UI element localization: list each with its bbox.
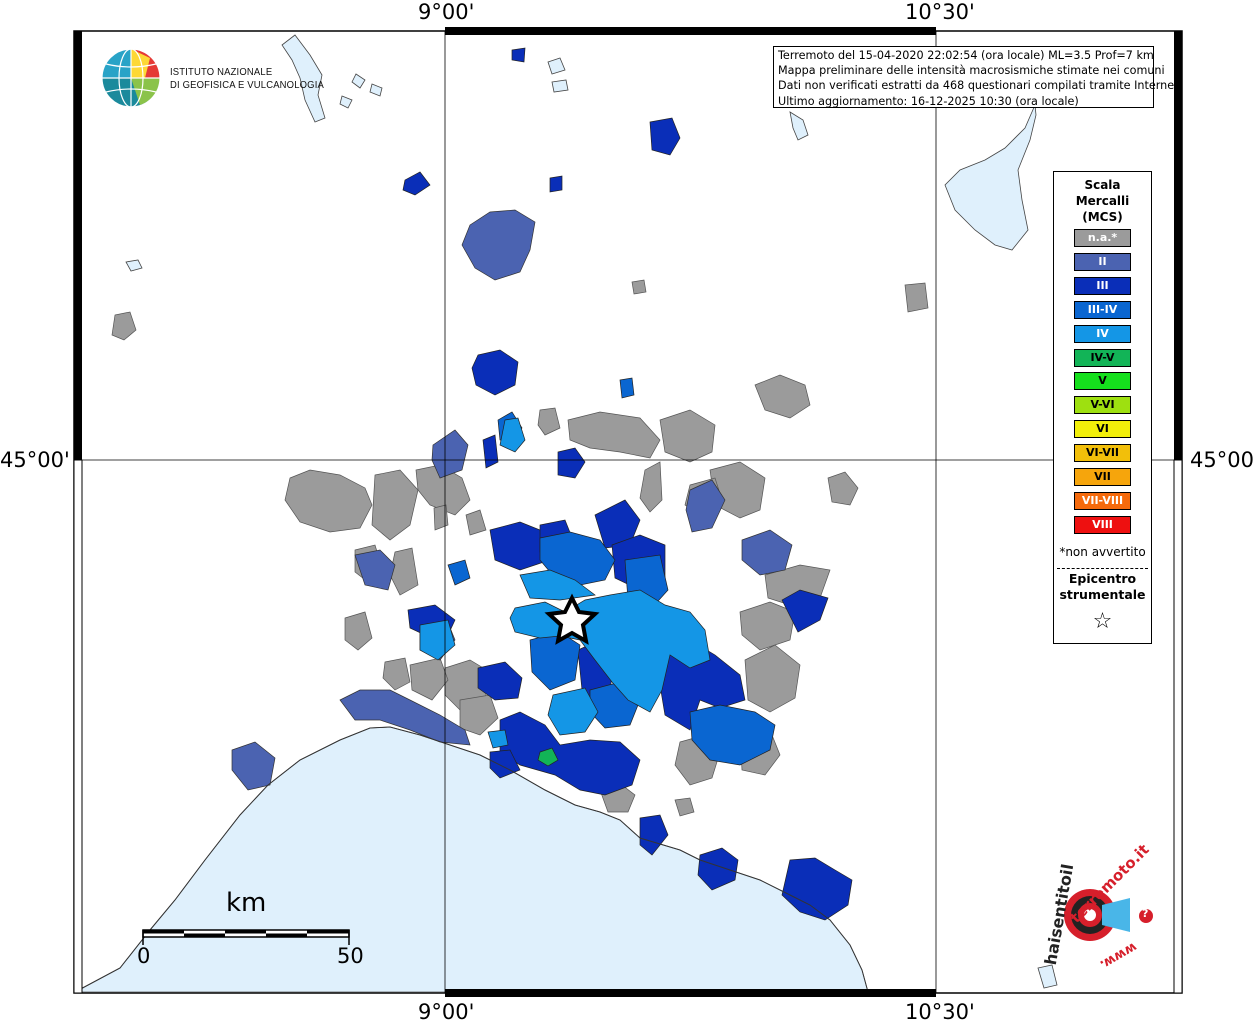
legend-item-10: VI-VII	[1074, 444, 1131, 463]
legend-item-1: n.a.*	[1074, 229, 1131, 247]
municipality-IV-V	[537, 747, 559, 767]
hst-logo-icon	[1064, 889, 1153, 941]
legend-item-2: II	[1074, 252, 1131, 271]
scale-unit: km	[226, 888, 267, 918]
legend-item-8: V-VI	[1074, 396, 1131, 415]
earthquake-info-box: Terremoto del 15-04-2020 22:02:54 (ora l…	[773, 46, 1183, 108]
lon-label-bottom-right: 10°30'	[905, 1000, 975, 1024]
legend-item-6: IV-V	[1074, 348, 1131, 367]
legend-epicenter-line-2: strumentale	[1059, 587, 1146, 602]
epicenter-star	[544, 593, 600, 645]
hst-badge-question: ?	[1142, 907, 1149, 920]
municipalities-III-IV	[447, 377, 776, 766]
lake-iseo	[789, 111, 809, 141]
legend-item-4: III-IV	[1074, 300, 1131, 319]
institute-name: ISTITUTO NAZIONALE DI GEOFISICA E VULCAN…	[170, 66, 324, 91]
lat-label-left: 45°00'	[0, 448, 70, 472]
info-line-1: Terremoto del 15-04-2020 22:02:54 (ora l…	[778, 49, 1154, 62]
scale-bar	[142, 929, 350, 945]
scale-start: 0	[137, 944, 151, 968]
info-line-3: Dati non verificati estratti da 468 ques…	[778, 79, 1183, 93]
lake-small-4	[1037, 964, 1058, 989]
institute-line-1: ISTITUTO NAZIONALE	[170, 66, 273, 78]
legend-star-icon: ☆	[1092, 609, 1113, 634]
coastline	[74, 726, 869, 993]
legend-item-11: VII	[1074, 468, 1131, 486]
lake-como	[281, 34, 326, 123]
lake-garda	[944, 103, 1037, 251]
lat-label-right: 45°00'	[1190, 448, 1255, 472]
legend-item-5: IV	[1074, 324, 1131, 343]
scale-end: 50	[337, 944, 364, 968]
ingv-logo-icon	[101, 48, 161, 108]
legend-title-line-2: Mercalli	[1075, 194, 1130, 208]
legend-title: Scala Mercalli (MCS)	[1054, 177, 1151, 225]
legend-item-12: VII-VIII	[1074, 491, 1131, 510]
lon-label-top-left: 9°00'	[418, 0, 475, 24]
lon-label-top-right: 10°30'	[905, 0, 975, 24]
info-line-2: Mappa preliminare delle intensità macros…	[778, 64, 1165, 78]
legend-item-9: VI	[1074, 420, 1131, 439]
legend-item-3: III	[1074, 276, 1131, 295]
lake-small-1	[125, 259, 143, 272]
lake-small-2	[339, 73, 383, 109]
legend-separator	[1057, 568, 1148, 569]
graticule	[74, 31, 1182, 993]
info-line-4: Ultimo aggiornamento: 16-12-2025 10:30 (…	[778, 94, 1079, 108]
legend-epicenter-label: Epicentro strumentale	[1054, 571, 1151, 603]
frame-ticks	[73, 27, 1183, 997]
lon-label-bottom-left: 9°00'	[418, 1000, 475, 1024]
legend-item-7: V	[1074, 372, 1131, 391]
legend-title-line-1: Scala	[1084, 178, 1121, 192]
legend-epicenter-line-1: Epicentro	[1068, 571, 1137, 586]
intensity-legend: Scala Mercalli (MCS) n.a.* II III III-IV IV I…	[1053, 171, 1152, 644]
institute-line-2: DI GEOFISICA E VULCANOLOGIA	[170, 78, 324, 91]
lake-small-3	[547, 57, 569, 93]
legend-note: *non avvertito	[1059, 545, 1146, 559]
legend-title-line-3: (MCS)	[1082, 210, 1123, 224]
legend-item-13: VIII	[1074, 515, 1131, 534]
